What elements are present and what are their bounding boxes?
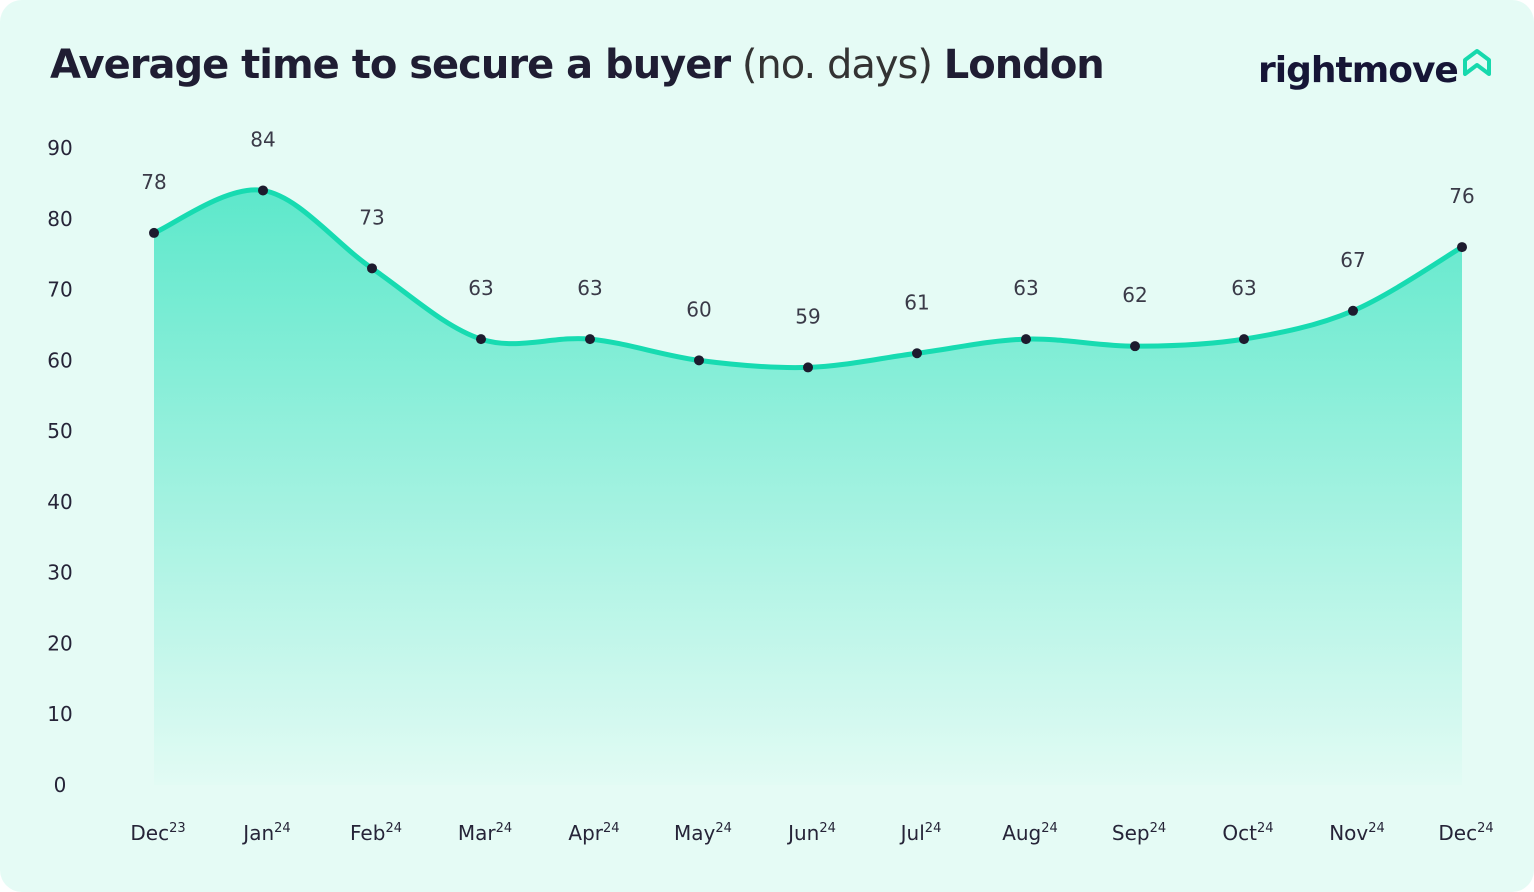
logo-text: rightmove <box>1258 50 1459 91</box>
x-tick-label: Jun24 <box>786 821 836 845</box>
y-tick-label: 20 <box>47 631 72 655</box>
x-tick-label: May24 <box>674 821 732 845</box>
data-point <box>1130 341 1140 352</box>
x-tick-label: Apr24 <box>568 821 619 845</box>
x-tick-label: Sep24 <box>1112 821 1166 845</box>
x-tick-label: Jan24 <box>241 821 290 845</box>
data-point <box>585 334 595 345</box>
data-point <box>1348 305 1358 316</box>
data-point <box>1457 242 1467 253</box>
y-tick-label: 80 <box>47 207 72 231</box>
title-unit: (no. days) <box>741 42 933 88</box>
data-point <box>803 362 813 373</box>
data-point <box>149 227 159 238</box>
data-label: 63 <box>1231 276 1256 300</box>
data-label: 61 <box>904 290 929 314</box>
x-tick-label: Oct24 <box>1222 821 1273 845</box>
data-label: 78 <box>141 170 166 194</box>
y-tick-label: 40 <box>47 490 72 514</box>
title-region: London <box>943 42 1105 88</box>
y-tick-label: 90 <box>47 136 72 160</box>
y-tick-label: 10 <box>47 702 72 726</box>
data-point <box>694 355 704 366</box>
data-label: 62 <box>1122 283 1147 307</box>
data-label: 60 <box>686 297 711 321</box>
data-label: 84 <box>250 127 275 151</box>
y-tick-label: 70 <box>47 278 72 302</box>
data-label: 76 <box>1449 184 1474 208</box>
y-tick-label: 0 <box>54 773 67 797</box>
chart-title: Average time to secure a buyer (no. days… <box>50 42 1105 88</box>
x-tick-label: Jul24 <box>899 821 942 845</box>
data-label: 59 <box>795 304 820 328</box>
x-tick-label: Mar24 <box>458 821 512 845</box>
title-main: Average time to secure a buyer <box>50 42 731 88</box>
data-label: 63 <box>577 276 602 300</box>
data-label: 67 <box>1340 248 1365 272</box>
y-tick-label: 30 <box>47 561 72 585</box>
data-point <box>1021 334 1031 345</box>
x-tick-label: Feb24 <box>350 821 402 845</box>
data-point <box>367 263 377 274</box>
x-tick-label: Aug24 <box>1002 821 1058 845</box>
data-point <box>258 185 268 196</box>
x-tick-label: Dec24 <box>1438 821 1493 845</box>
data-label: 63 <box>1013 276 1038 300</box>
data-point <box>1239 334 1249 345</box>
data-label: 73 <box>359 205 384 229</box>
x-tick-label: Nov24 <box>1329 821 1385 845</box>
rightmove-logo: rightmove <box>1258 49 1492 91</box>
data-label: 63 <box>468 276 493 300</box>
data-point <box>912 348 922 359</box>
area-fill <box>154 189 1462 786</box>
x-tick-label: Dec23 <box>130 821 185 845</box>
data-point <box>476 334 486 345</box>
y-tick-label: 60 <box>47 348 72 372</box>
y-tick-label: 50 <box>47 419 72 443</box>
house-outline-icon <box>1462 49 1491 76</box>
